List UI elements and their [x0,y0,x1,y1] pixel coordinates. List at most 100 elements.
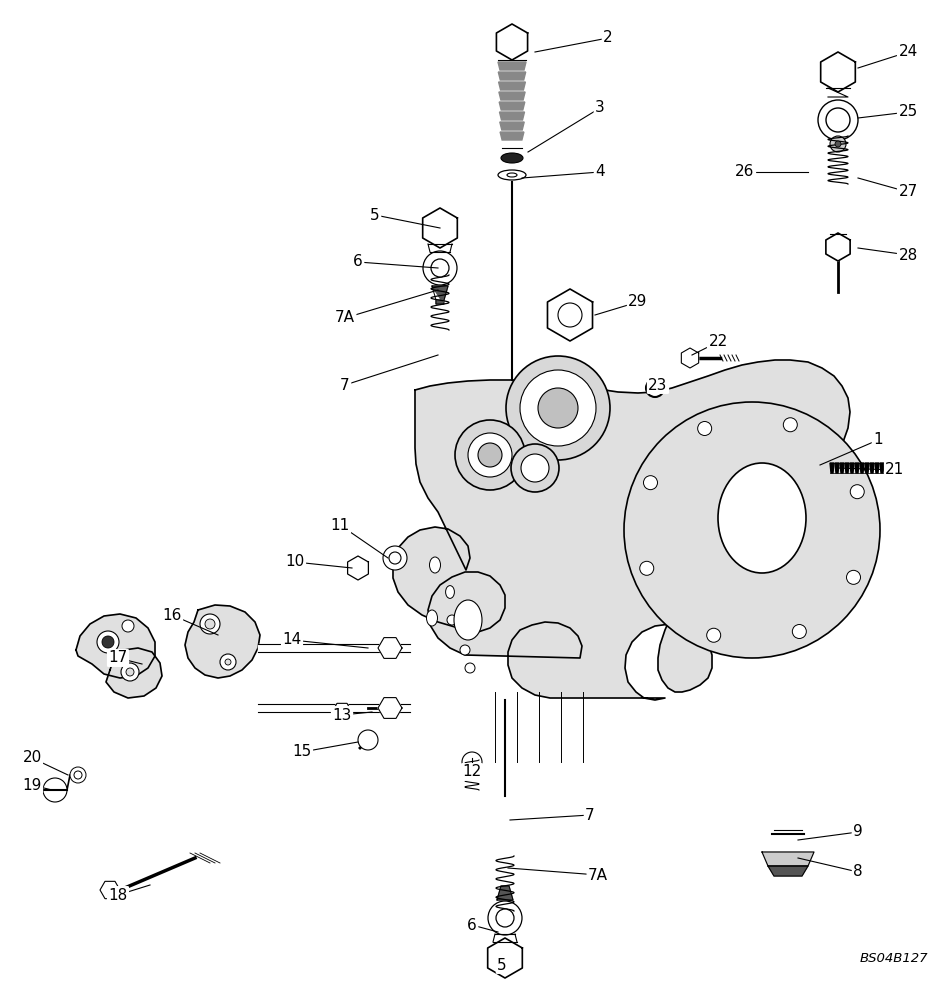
Circle shape [463,627,473,637]
Ellipse shape [446,586,454,598]
Circle shape [358,730,378,750]
Polygon shape [850,463,854,473]
Text: 12: 12 [463,764,481,780]
Text: 24: 24 [899,44,918,60]
Text: 6: 6 [353,254,362,269]
Polygon shape [347,556,368,580]
Polygon shape [332,703,352,721]
Circle shape [465,663,475,673]
Polygon shape [499,122,524,130]
Circle shape [644,476,657,490]
Polygon shape [768,866,808,876]
Circle shape [462,752,482,772]
Text: 8: 8 [853,864,863,880]
Text: 7A: 7A [335,310,355,326]
Ellipse shape [718,463,806,573]
Circle shape [121,663,139,681]
Circle shape [468,433,512,477]
Polygon shape [432,286,448,304]
Circle shape [74,771,82,779]
Polygon shape [258,704,410,712]
Polygon shape [855,463,859,473]
Polygon shape [488,938,522,978]
Ellipse shape [501,153,523,163]
Text: 2: 2 [603,30,613,45]
Polygon shape [865,463,869,473]
Polygon shape [258,644,410,652]
Polygon shape [378,698,402,718]
Ellipse shape [454,600,482,640]
Text: 15: 15 [293,744,312,760]
Text: 5: 5 [497,958,507,972]
Text: 4: 4 [595,164,605,180]
Text: 22: 22 [708,334,728,350]
Circle shape [835,141,841,147]
Polygon shape [498,82,526,90]
Text: 26: 26 [735,164,754,180]
Polygon shape [826,88,850,97]
Text: 11: 11 [330,518,349,532]
Text: 6: 6 [467,918,477,932]
Circle shape [784,418,798,432]
Circle shape [431,259,449,277]
Circle shape [122,620,134,632]
Polygon shape [498,62,526,70]
Circle shape [851,485,865,499]
Text: 13: 13 [332,708,352,722]
Polygon shape [185,605,260,678]
Polygon shape [840,463,844,473]
Polygon shape [498,72,526,80]
Circle shape [460,645,470,655]
Circle shape [97,631,119,653]
Text: 9: 9 [853,824,863,840]
Polygon shape [830,234,846,240]
Polygon shape [497,24,528,60]
Circle shape [102,636,114,648]
Text: 1: 1 [873,432,883,448]
Text: 28: 28 [899,247,918,262]
Text: 7: 7 [585,808,595,822]
Text: 17: 17 [109,650,127,666]
Polygon shape [762,852,814,866]
Circle shape [423,251,457,285]
Circle shape [225,659,231,665]
Circle shape [520,370,596,446]
Text: 25: 25 [899,104,918,119]
Text: 23: 23 [649,377,667,392]
Circle shape [646,379,664,397]
Text: 21: 21 [885,462,904,478]
Polygon shape [845,463,849,473]
Text: 20: 20 [23,750,42,766]
Circle shape [200,614,220,634]
Polygon shape [493,934,517,942]
Circle shape [826,108,850,132]
Polygon shape [76,614,155,678]
Circle shape [496,909,514,927]
Circle shape [698,421,712,435]
Circle shape [478,443,502,467]
Ellipse shape [507,173,517,177]
Polygon shape [826,233,851,261]
Polygon shape [835,463,839,473]
Circle shape [43,778,67,802]
Circle shape [447,615,457,625]
Circle shape [126,668,134,676]
Text: 7: 7 [340,377,350,392]
Polygon shape [498,92,525,100]
Polygon shape [497,886,513,900]
Polygon shape [378,638,402,658]
Circle shape [792,625,806,639]
Polygon shape [393,360,850,700]
Polygon shape [548,289,593,341]
Ellipse shape [498,170,526,180]
Text: 27: 27 [899,184,918,200]
Circle shape [707,628,720,642]
Text: 29: 29 [629,294,648,310]
Text: 10: 10 [285,554,305,570]
Polygon shape [423,208,457,248]
Ellipse shape [430,557,441,573]
Polygon shape [820,52,855,92]
Circle shape [521,454,549,482]
Circle shape [651,384,659,392]
Circle shape [70,767,86,783]
